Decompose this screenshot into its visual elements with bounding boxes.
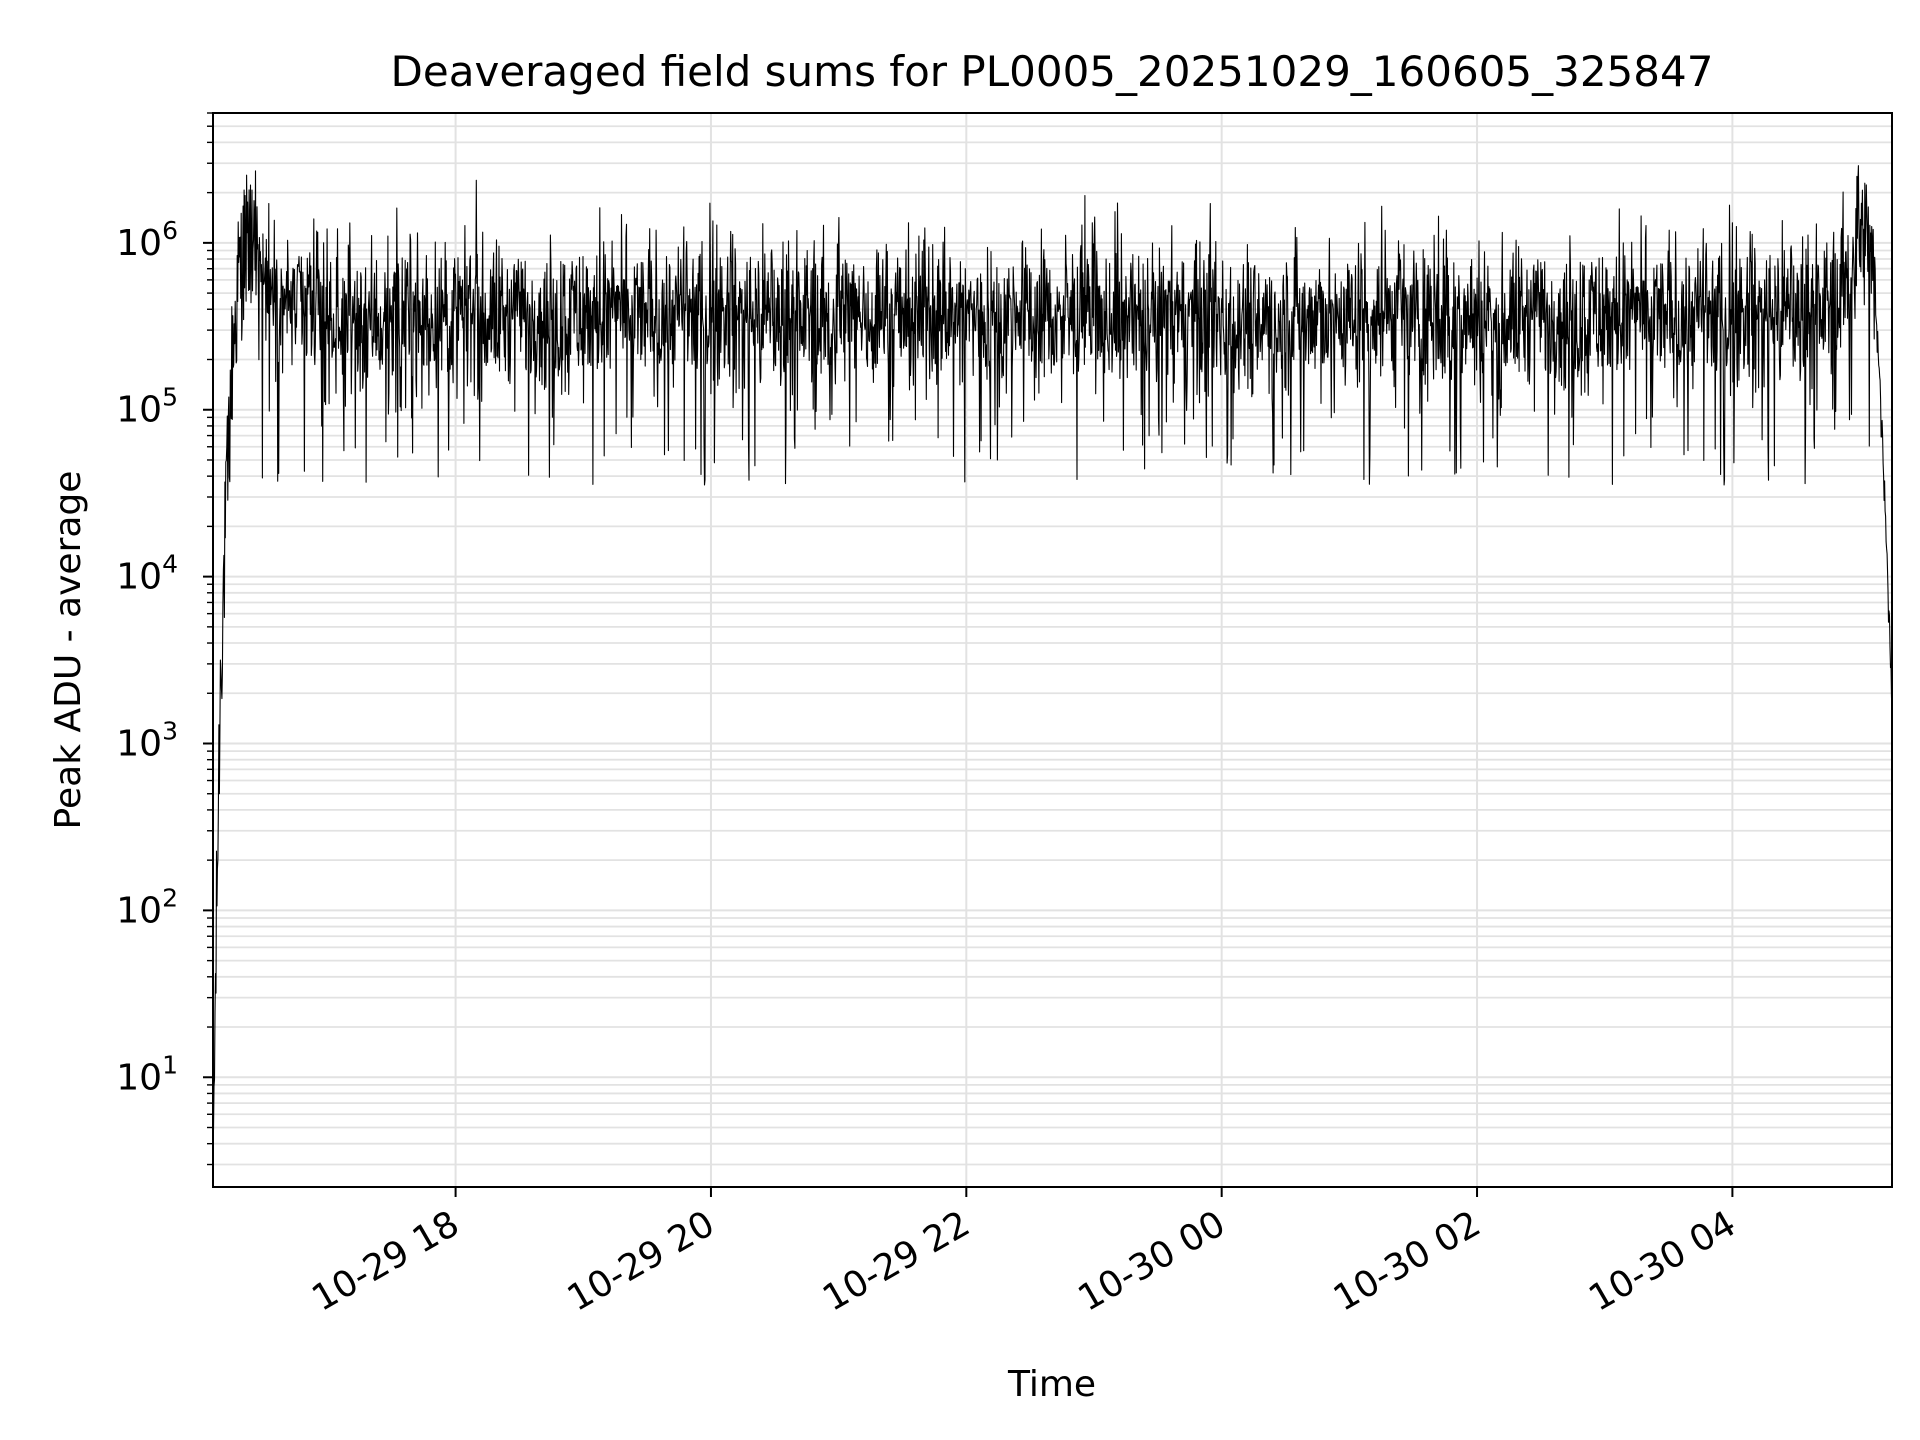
y-axis-label: Peak ADU - average xyxy=(48,471,89,830)
y-tick-label: 101 xyxy=(116,1050,178,1098)
y-axis: 101 102 103 104 105 106 xyxy=(116,112,213,1166)
plot-area xyxy=(213,165,1892,1131)
y-tick-label: 104 xyxy=(116,550,178,598)
y-tick-label: 102 xyxy=(116,883,178,931)
x-axis-label: Time xyxy=(1007,1364,1096,1405)
y-tick-label: 106 xyxy=(116,216,178,264)
plot-frame xyxy=(212,112,1893,1188)
y-tick-label: 103 xyxy=(116,717,178,765)
y-tick-label: 105 xyxy=(116,383,178,431)
series-line xyxy=(213,165,1892,1131)
chart-title: Deaveraged field sums for PL0005_2025102… xyxy=(391,47,1714,96)
